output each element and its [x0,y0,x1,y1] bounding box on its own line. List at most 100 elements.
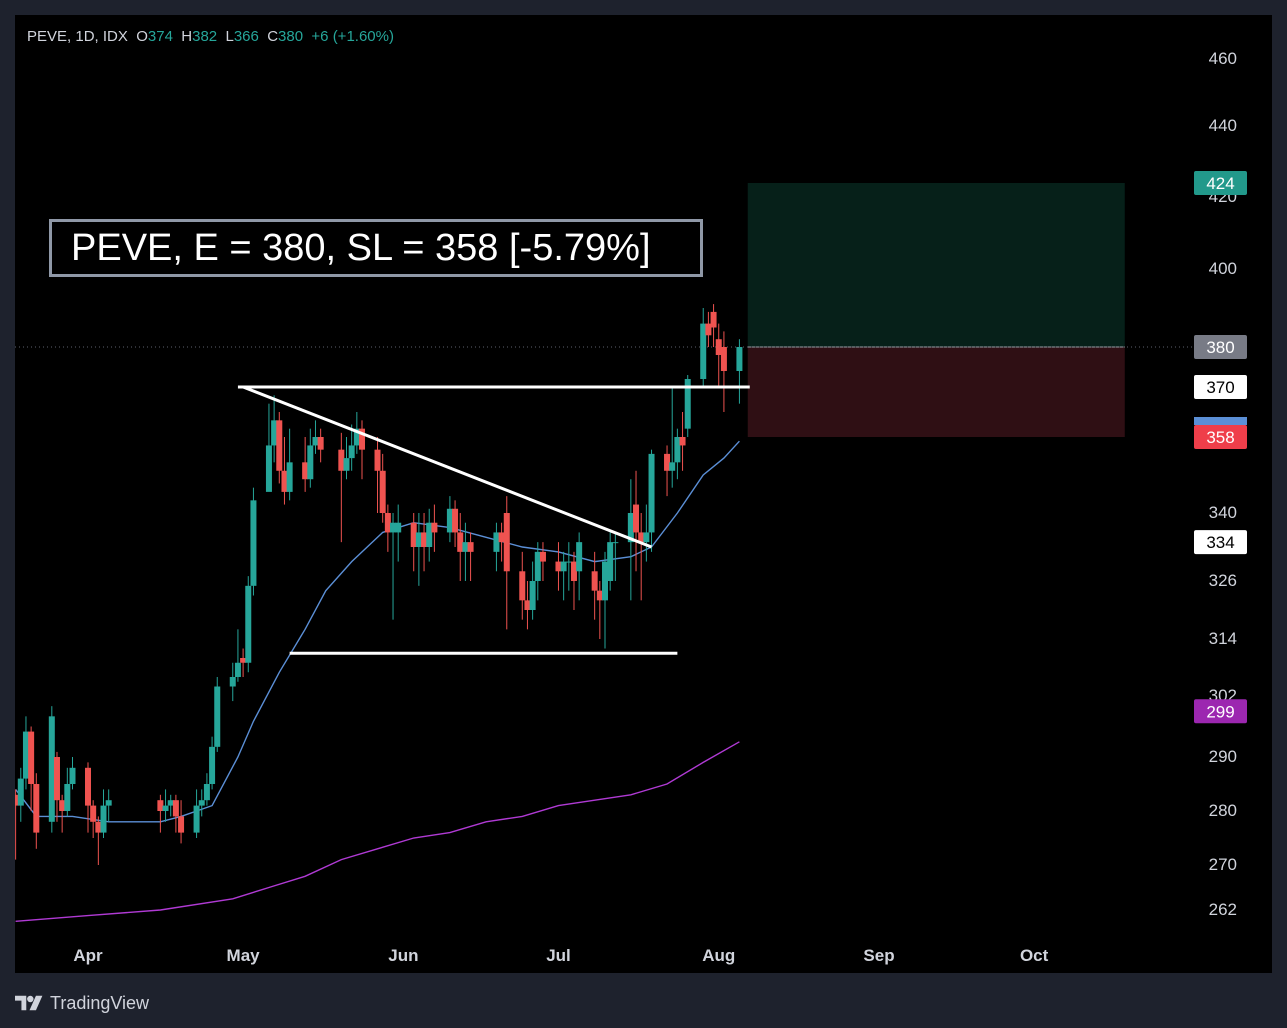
candle-body [53,757,60,801]
candle-body [105,800,112,806]
candle-body [705,323,712,336]
candle-body [229,677,236,687]
candle-body [421,532,428,547]
candle-body [560,561,567,572]
candle-body [33,784,40,833]
candle-body [669,462,676,471]
candle-body [312,437,319,446]
price-label-box [1194,530,1247,555]
candle-body [457,532,464,552]
candle-body [524,600,531,610]
candle-body [22,731,29,779]
candle-body [426,522,433,547]
candle-body [415,532,422,547]
candle-body [59,800,66,811]
candle-body [638,532,645,543]
candle-body [452,508,459,533]
candle-body [591,571,598,591]
candle-body [317,437,324,450]
price-label: 358 [1206,428,1234,447]
price-label: 370 [1206,378,1234,397]
candle-body [503,513,510,572]
trade-annotation-box[interactable]: PEVE, E = 380, SL = 358 [-5.79%] [49,219,703,277]
legend-close-value: 380 [278,28,304,45]
stop-loss-zone [747,347,1125,437]
candle-body [198,800,205,806]
candle-body [633,504,640,533]
candle-body [529,581,536,610]
candle-body [674,437,681,463]
price-label: 299 [1206,702,1234,721]
candle-body [648,453,655,533]
y-tick-label: 440 [1209,116,1237,135]
candle-body [48,716,55,822]
candle-body [431,522,438,533]
candle-body [410,522,417,547]
candle-body [307,445,314,480]
ma-long-line [15,741,740,922]
legend-high-value: 382 [192,28,218,45]
candle-body [612,542,619,544]
chart-area[interactable]: 460 440 400 340 326 314 290 280 270 262 420 302 424 3… [15,15,1272,973]
candle-body [710,311,717,328]
tradingview-brand[interactable]: TradingView [50,992,150,1013]
candle-body [684,379,691,429]
chart-canvas[interactable]: 4604404003403263142902802702624203024243… [15,15,1272,973]
candle-body [602,561,608,601]
price-label-box [1194,171,1247,195]
candle-body [664,453,671,471]
y-tick-label: 262 [1209,900,1237,919]
candle-body [281,470,288,492]
candle-body [245,585,252,663]
candle-body [95,821,102,833]
x-tick-label: Sep [863,946,894,965]
price-label-box [1194,699,1247,724]
candle-body [700,323,707,379]
legend-symbol: PEVE, 1D, IDX [27,28,128,45]
candle-body [498,532,505,543]
candle-body [15,794,19,806]
y-tick-label: 460 [1209,49,1237,68]
candle-body [679,437,686,446]
candle-body [302,462,309,480]
candle-body [240,658,247,663]
candle-body [359,428,366,450]
candle-body [348,445,355,459]
legend-high-label: H [181,28,193,45]
candle-body [736,347,743,371]
x-tick-label: May [227,946,261,965]
trade-annotation-text: PEVE, E = 380, SL = 358 [-5.79%] [71,227,651,269]
tradingview-logo-icon[interactable] [15,994,44,1012]
x-tick-label: Aug [702,946,735,965]
candle-body [193,805,200,833]
candle-body [178,816,185,833]
footer: TradingView [15,990,149,1016]
ma-short-price-marker [1194,417,1247,425]
candle-body [384,513,391,533]
y-tick-label: 340 [1209,503,1237,522]
descending-trendline [242,385,653,549]
x-tick-label: Apr [73,946,103,965]
candle-body [90,805,97,822]
candle-body [534,551,541,581]
candle-body [390,522,397,533]
candle-body [69,767,76,784]
y-tick-label: 400 [1209,259,1237,278]
candle-body [172,800,179,817]
candle-body [467,542,474,552]
legend-open-label: O [136,28,148,45]
candle-body [28,731,35,784]
legend-close-label: C [267,28,279,45]
target-zone [747,183,1125,347]
candle-body [627,513,634,543]
candle-body [570,561,577,581]
price-label: 380 [1206,338,1234,357]
legend-low-value: 366 [233,28,259,45]
y-tick-label: 314 [1209,629,1237,648]
legend-change: +6 (+1.60%) [311,28,394,45]
candle-body [234,662,241,677]
candle-body [596,590,603,601]
price-label: 334 [1206,533,1234,552]
price-label-box [1194,375,1247,399]
price-label: 424 [1206,174,1234,193]
